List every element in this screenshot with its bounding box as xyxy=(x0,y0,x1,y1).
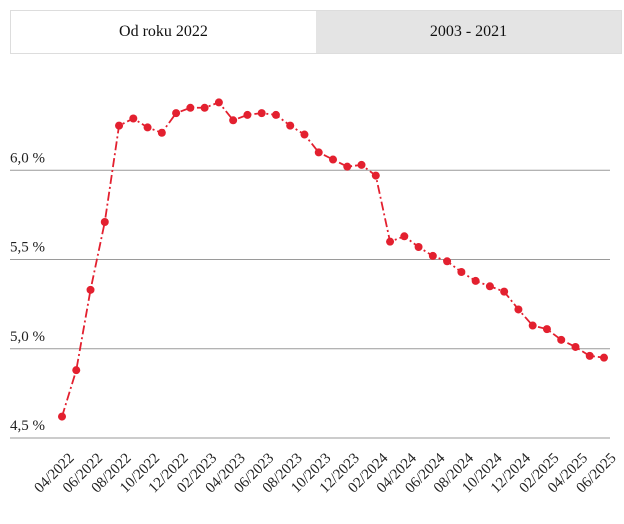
point xyxy=(443,257,452,266)
point xyxy=(500,287,509,296)
point xyxy=(129,114,138,123)
y-tick-label: 5,0 % xyxy=(10,329,45,345)
point xyxy=(300,130,309,139)
point xyxy=(257,109,266,118)
point xyxy=(214,98,223,107)
tab[interactable]: 2003 - 2021 xyxy=(429,23,508,40)
point xyxy=(357,160,366,169)
point xyxy=(528,321,537,330)
tab-bar: Od roku 2022 2003 - 2021 xyxy=(10,10,622,54)
point xyxy=(542,325,551,334)
point xyxy=(600,353,608,362)
point xyxy=(485,282,494,291)
point xyxy=(58,412,66,421)
point xyxy=(571,342,580,351)
point xyxy=(400,232,409,241)
point xyxy=(286,121,295,130)
point xyxy=(86,285,95,294)
point xyxy=(343,162,352,171)
y-tick-label: 6,0 % xyxy=(10,150,45,166)
point xyxy=(329,155,337,164)
y-tick-label: 5,5 % xyxy=(10,240,45,256)
point xyxy=(100,218,109,227)
point xyxy=(243,110,252,119)
point xyxy=(172,109,181,118)
point xyxy=(186,103,195,112)
point xyxy=(371,171,380,180)
point xyxy=(386,237,395,246)
point xyxy=(557,335,566,344)
point xyxy=(414,243,423,252)
point xyxy=(314,148,323,157)
point xyxy=(72,366,81,375)
point xyxy=(585,351,594,360)
point xyxy=(143,123,152,132)
y-tick-label: 4,5 % xyxy=(10,418,45,434)
point xyxy=(457,267,466,276)
point xyxy=(200,103,209,112)
point xyxy=(428,251,437,260)
tab[interactable]: Od roku 2022 xyxy=(11,11,316,53)
point xyxy=(115,121,124,130)
point xyxy=(157,128,166,137)
point xyxy=(229,116,238,125)
point xyxy=(514,305,523,314)
point xyxy=(271,110,280,119)
point xyxy=(471,276,480,285)
